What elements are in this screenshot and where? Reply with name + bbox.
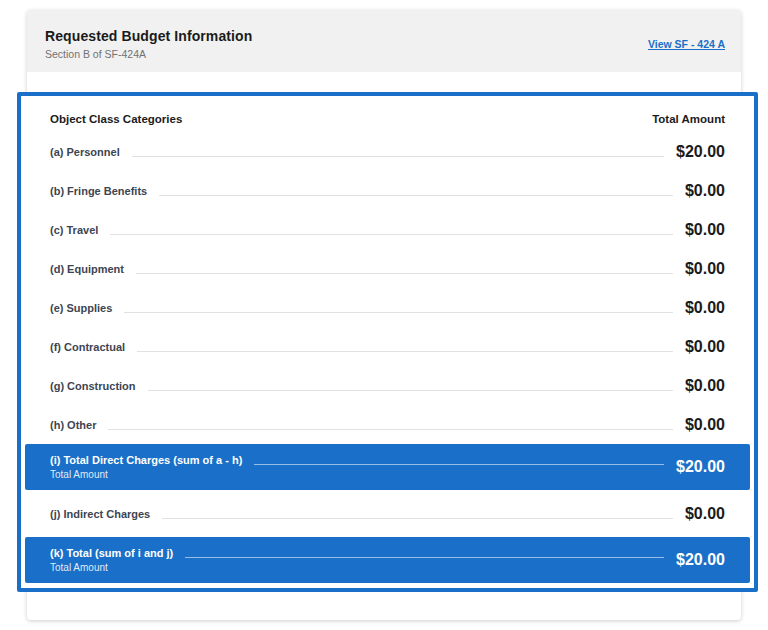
row-amount: $0.00	[685, 299, 725, 317]
table-row-total-direct: (i) Total Direct Charges (sum of a - h) …	[25, 444, 750, 490]
view-sf424a-link[interactable]: View SF - 424 A	[648, 38, 725, 50]
row-label: (h) Other	[50, 419, 96, 431]
row-label: (a) Personnel	[50, 146, 120, 158]
budget-table-highlight[interactable]: Object Class Categories Total Amount (a)…	[17, 92, 758, 592]
table-row-d: (d) Equipment $0.00	[25, 249, 750, 288]
row-label: (c) Travel	[50, 224, 98, 236]
table-row-e: (e) Supplies $0.00	[25, 288, 750, 327]
table-row-j: (j) Indirect Charges $0.00	[25, 490, 750, 537]
row-label: (k) Total (sum of i and j)	[50, 547, 173, 559]
column-header-amount: Total Amount	[652, 113, 725, 125]
page-title: Requested Budget Information	[45, 28, 252, 44]
row-amount: $0.00	[685, 260, 725, 278]
total-label-block: (i) Total Direct Charges (sum of a - h) …	[50, 454, 242, 480]
table-header-row: Object Class Categories Total Amount	[25, 100, 750, 132]
leader-line	[159, 195, 673, 196]
row-amount: $0.00	[685, 377, 725, 395]
table-row-c: (c) Travel $0.00	[25, 210, 750, 249]
row-label: (b) Fringe Benefits	[50, 185, 147, 197]
page-subtitle: Section B of SF-424A	[45, 48, 252, 60]
leader-line	[132, 156, 664, 157]
card-header: Requested Budget Information Section B o…	[27, 10, 741, 72]
table-row-b: (b) Fringe Benefits $0.00	[25, 171, 750, 210]
row-label: (i) Total Direct Charges (sum of a - h)	[50, 454, 242, 466]
leader-line	[185, 557, 664, 558]
table-row-f: (f) Contractual $0.00	[25, 327, 750, 366]
leader-line	[108, 429, 673, 430]
row-amount: $0.00	[685, 416, 725, 434]
leader-line	[162, 518, 673, 519]
row-label: (g) Construction	[50, 380, 136, 392]
row-amount: $0.00	[685, 221, 725, 239]
row-sublabel: Total Amount	[50, 562, 173, 573]
column-header-categories: Object Class Categories	[50, 113, 182, 125]
row-amount: $0.00	[685, 338, 725, 356]
row-label: (f) Contractual	[50, 341, 125, 353]
leader-line	[124, 312, 673, 313]
leader-line	[254, 464, 664, 465]
row-label: (e) Supplies	[50, 302, 112, 314]
table-row-total: (k) Total (sum of i and j) Total Amount …	[25, 537, 750, 583]
row-amount: $0.00	[685, 505, 725, 523]
table-row-g: (g) Construction $0.00	[25, 366, 750, 405]
row-amount: $20.00	[676, 458, 725, 476]
card-header-text: Requested Budget Information Section B o…	[45, 28, 252, 60]
row-amount: $20.00	[676, 551, 725, 569]
table-row-h: (h) Other $0.00	[25, 405, 750, 444]
leader-line	[136, 273, 673, 274]
leader-line	[110, 234, 673, 235]
row-label: (d) Equipment	[50, 263, 124, 275]
leader-line	[148, 390, 673, 391]
row-amount: $0.00	[685, 182, 725, 200]
table-row-a: (a) Personnel $20.00	[25, 132, 750, 171]
row-amount: $20.00	[676, 143, 725, 161]
total-label-block: (k) Total (sum of i and j) Total Amount	[50, 547, 173, 573]
row-sublabel: Total Amount	[50, 469, 242, 480]
leader-line	[137, 351, 673, 352]
row-label: (j) Indirect Charges	[50, 508, 150, 520]
